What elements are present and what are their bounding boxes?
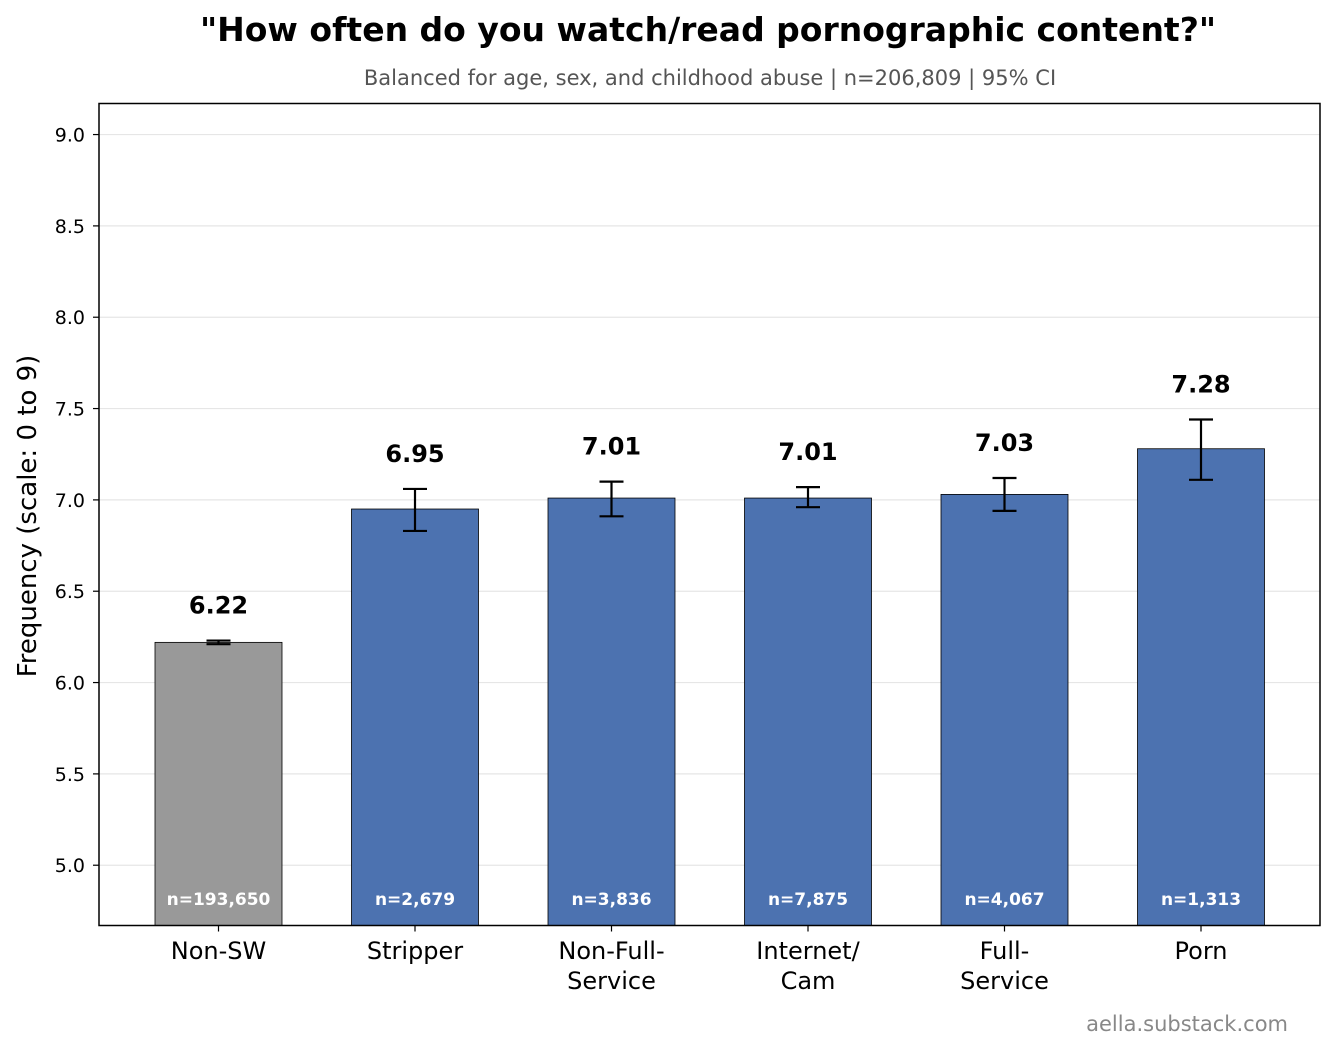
bar [1137,448,1265,926]
n-label: n=3,836 [571,890,651,910]
y-axis-ticks: 5.0 5.5 6.0 6.5 7.0 7.5 8.0 8.5 9.0 [55,125,99,877]
y-tick-label: 7.5 [55,399,85,421]
y-tick-label: 8.5 [55,216,85,238]
x-tick-label: Porn [1175,937,1228,965]
value-label: 7.03 [975,429,1034,457]
y-tick-label: 8.0 [55,307,85,329]
bar [547,497,676,926]
y-tick-label: 6.0 [55,673,85,695]
x-tick-label: Non-Full- [558,937,664,965]
n-label: n=193,650 [167,890,271,910]
x-axis-ticks: Non-SW Stripper Non-Full-ServiceInternet/C… [171,925,1228,995]
x-tick-label: Full- [980,937,1030,965]
chart-title: "How often do you watch/read pornographi… [199,10,1217,49]
bar [154,641,283,926]
value-label: 7.01 [582,433,641,461]
grid-lines [99,133,1320,866]
bar [940,494,1069,926]
y-tick-label: 7.0 [55,490,85,512]
n-label: n=2,679 [375,890,455,910]
n-label: n=4,067 [964,890,1044,910]
y-tick-label: 5.5 [55,764,85,786]
y-tick-label: 5.0 [55,855,85,877]
n-label: n=7,875 [768,890,848,910]
x-tick-label: Service [567,967,656,995]
x-tick-label: Non-SW [171,937,266,965]
value-label: 7.01 [778,438,837,466]
value-label: 7.28 [1171,371,1230,399]
bar [744,497,872,926]
bar [351,508,479,926]
watermark: aella.substack.com [1086,1012,1288,1036]
n-label: n=1,313 [1161,890,1241,910]
x-tick-label: Internet/ [756,937,860,965]
bars [154,448,1265,926]
y-tick-label: 9.0 [55,125,85,147]
y-axis-label: Frequency (scale: 0 to 9) [13,355,43,678]
bar-labels: 6.22 n=193,650 6.95 n=2,679 7.01 n=3,836 7.01 n… [167,371,1241,910]
value-label: 6.95 [385,440,444,468]
plot-frame [98,102,1321,927]
x-tick-label: Stripper [367,937,463,965]
chart-subtitle: Balanced for age, sex, and childhood abu… [363,66,1057,90]
y-tick-label: 6.5 [55,581,85,603]
value-label: 6.22 [189,592,248,620]
x-tick-label: Cam [781,967,836,995]
x-tick-label: Service [960,967,1049,995]
error-bars [206,418,1213,646]
